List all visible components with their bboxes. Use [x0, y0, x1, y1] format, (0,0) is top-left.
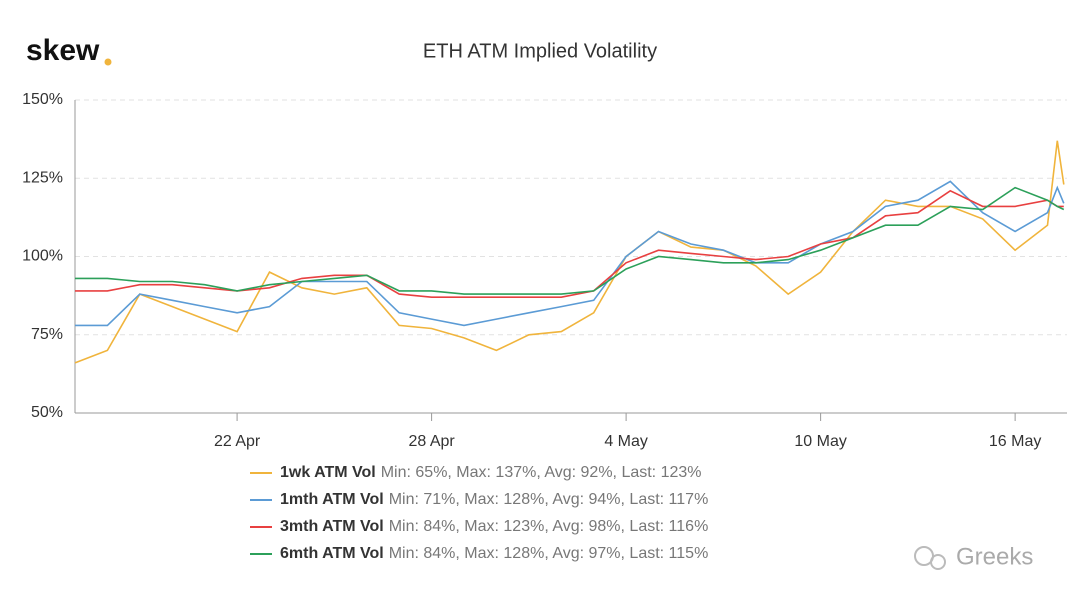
legend-name: 1mth ATM Vol: [280, 491, 384, 508]
y-tick-label: 125%: [22, 169, 63, 186]
watermark: Greeks: [914, 543, 1033, 570]
legend-entry: 1mth ATM Vol Min: 71%, Max: 128%, Avg: 94…: [280, 491, 708, 508]
series-line: [75, 189, 1064, 298]
series-line: [75, 180, 1065, 327]
legend-name: 1wk ATM Vol: [280, 464, 376, 481]
legend-stats: Min: 84%, Max: 123%, Avg: 98%, Last: 116…: [389, 518, 709, 535]
y-tick-label: 50%: [31, 404, 63, 421]
legend-entry: 6mth ATM Vol Min: 84%, Max: 128%, Avg: 97…: [280, 545, 708, 562]
series-line: [74, 140, 1065, 364]
legend-name: 3mth ATM Vol: [280, 518, 384, 535]
legend-entry: 3mth ATM Vol Min: 84%, Max: 123%, Avg: 98…: [280, 518, 708, 535]
series-line: [75, 186, 1065, 295]
x-tick-label: 16 May: [989, 433, 1041, 450]
logo: skew: [26, 34, 100, 67]
legend-stats: Min: 65%, Max: 137%, Avg: 92%, Last: 123…: [381, 464, 702, 481]
watermark-text: Greeks: [956, 543, 1033, 570]
chart-title: ETH ATM Implied Volatility: [423, 40, 657, 62]
x-tick-label: 28 Apr: [408, 433, 455, 450]
y-tick-label: 75%: [31, 326, 63, 343]
y-tick-label: 150%: [22, 91, 63, 108]
logo-dot: [104, 58, 112, 66]
legend-stats: Min: 84%, Max: 128%, Avg: 97%, Last: 115…: [389, 545, 709, 562]
y-tick-label: 100%: [22, 248, 63, 265]
x-tick-label: 22 Apr: [214, 433, 261, 450]
legend-entry: 1wk ATM Vol Min: 65%, Max: 137%, Avg: 92%…: [280, 464, 702, 481]
x-tick-label: 10 May: [794, 433, 846, 450]
x-tick-label: 4 May: [604, 433, 648, 450]
legend-stats: Min: 71%, Max: 128%, Avg: 94%, Last: 117…: [389, 491, 709, 508]
legend-name: 6mth ATM Vol: [280, 545, 384, 562]
